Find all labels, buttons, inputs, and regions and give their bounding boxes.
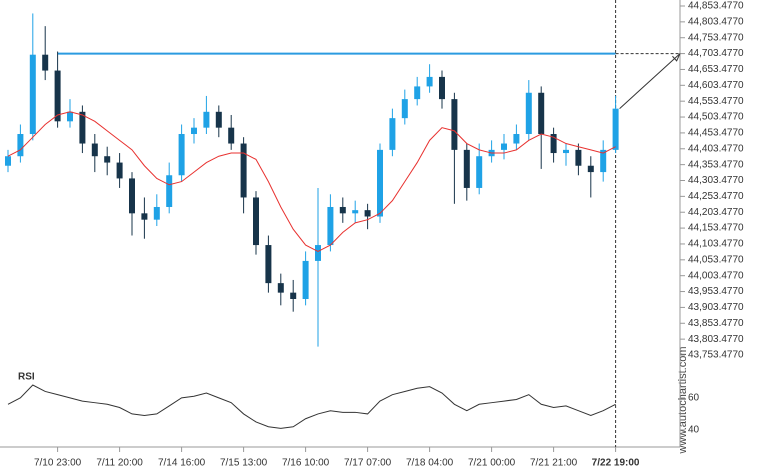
- y-tick-label: 44,503.4770: [688, 112, 744, 123]
- candle-body: [563, 149, 569, 154]
- candle-body: [29, 54, 36, 135]
- y-tick-label: 44,103.4770: [688, 239, 744, 250]
- y-tick-label: 44,303.4770: [688, 175, 744, 186]
- x-tick-label: 7/10 23:00: [34, 458, 82, 469]
- candle-body: [575, 149, 582, 166]
- candle-body: [54, 70, 61, 122]
- candle-body: [352, 210, 359, 214]
- candle-body: [414, 86, 421, 100]
- candle-body: [463, 149, 470, 188]
- candle-body: [253, 197, 259, 246]
- candle-body: [17, 134, 24, 157]
- candle-body: [612, 108, 619, 150]
- candle-body: [42, 54, 49, 71]
- forecast-arrowhead: [672, 53, 681, 62]
- candle-body: [401, 99, 408, 119]
- candle-body: [600, 149, 607, 173]
- candle-body: [203, 111, 210, 128]
- y-tick-label: 43,803.4770: [688, 334, 744, 345]
- x-tick-label: 7/11 20:00: [96, 458, 143, 469]
- candle-body: [5, 156, 11, 166]
- forecast-arrow: [619, 53, 681, 110]
- x-tick-label: 7/14 16:00: [158, 458, 206, 469]
- candle-body: [67, 111, 73, 122]
- candle-body: [141, 213, 148, 220]
- x-tick-label: 7/21 21:00: [530, 458, 578, 469]
- rsi-line: [7, 384, 616, 429]
- candle-body: [228, 127, 235, 144]
- y-tick-label: 44,553.4770: [688, 96, 744, 107]
- y-tick-label: 44,603.4770: [688, 80, 744, 91]
- y-tick-label: 44,703.4770: [688, 48, 744, 59]
- y-tick-label: 44,153.4770: [688, 223, 744, 234]
- y-tick-label: 44,353.4770: [688, 159, 744, 170]
- rsi-tick-label: 60: [688, 393, 700, 404]
- candle-body: [277, 283, 284, 293]
- candle-body: [451, 99, 458, 150]
- candle-body: [389, 118, 396, 150]
- candle-body: [265, 245, 272, 284]
- rsi-label: RSI: [18, 372, 35, 383]
- candle-body: [191, 127, 197, 135]
- y-tick-label: 44,803.4770: [688, 17, 744, 28]
- candle-body: [439, 76, 445, 100]
- candle-body: [501, 143, 507, 150]
- candle-body: [538, 92, 545, 135]
- y-tick-label: 43,903.4770: [688, 302, 744, 313]
- candle-body: [91, 143, 98, 157]
- x-tick-label: 7/18 04:00: [406, 458, 454, 469]
- candle-body: [550, 134, 557, 154]
- y-tick-label: 44,203.4770: [688, 207, 744, 218]
- candle-body: [513, 134, 520, 144]
- candle-body: [377, 149, 383, 217]
- candle-body: [215, 111, 222, 128]
- y-tick-label: 44,003.4770: [688, 270, 744, 281]
- x-tick-label: 7/21 00:00: [468, 458, 516, 469]
- candle-body: [129, 178, 135, 214]
- candle-body: [339, 206, 346, 214]
- moving-average: [7, 111, 616, 252]
- y-tick-label: 44,403.4770: [688, 143, 744, 154]
- candle-body: [525, 92, 532, 135]
- candle-body: [327, 206, 334, 246]
- x-tick-label: 7/17 07:00: [344, 458, 392, 469]
- candle-body: [116, 162, 123, 179]
- candle-body: [426, 76, 433, 87]
- y-tick-label: 44,453.4770: [688, 128, 744, 139]
- x-tick-label: 7/22 19:00: [592, 458, 640, 469]
- candle-body: [240, 143, 247, 198]
- candle-body: [290, 292, 297, 299]
- candle-body: [476, 156, 483, 188]
- x-tick-label: 7/15 13:00: [220, 458, 268, 469]
- rsi-tick-label: 40: [688, 425, 700, 436]
- y-tick-label: 44,053.4770: [688, 254, 744, 265]
- candle-body: [178, 134, 185, 176]
- candle-body: [302, 260, 309, 299]
- candle-body: [104, 156, 111, 163]
- y-tick-label: 43,853.4770: [688, 318, 744, 329]
- candle-body: [587, 165, 594, 173]
- y-tick-label: 44,653.4770: [688, 64, 744, 75]
- candle-body: [79, 111, 86, 144]
- candle-body: [153, 206, 160, 220]
- candle-body: [364, 210, 371, 217]
- y-tick-label: 44,853.4770: [688, 1, 744, 12]
- y-tick-label: 44,753.4770: [688, 32, 744, 43]
- candle-body: [166, 175, 173, 207]
- candle-body: [315, 245, 321, 261]
- y-tick-label: 43,753.4770: [688, 350, 744, 361]
- y-tick-label: 44,253.4770: [688, 191, 744, 202]
- y-tick-label: 43,953.4770: [688, 286, 744, 297]
- x-tick-label: 7/16 10:00: [282, 458, 330, 469]
